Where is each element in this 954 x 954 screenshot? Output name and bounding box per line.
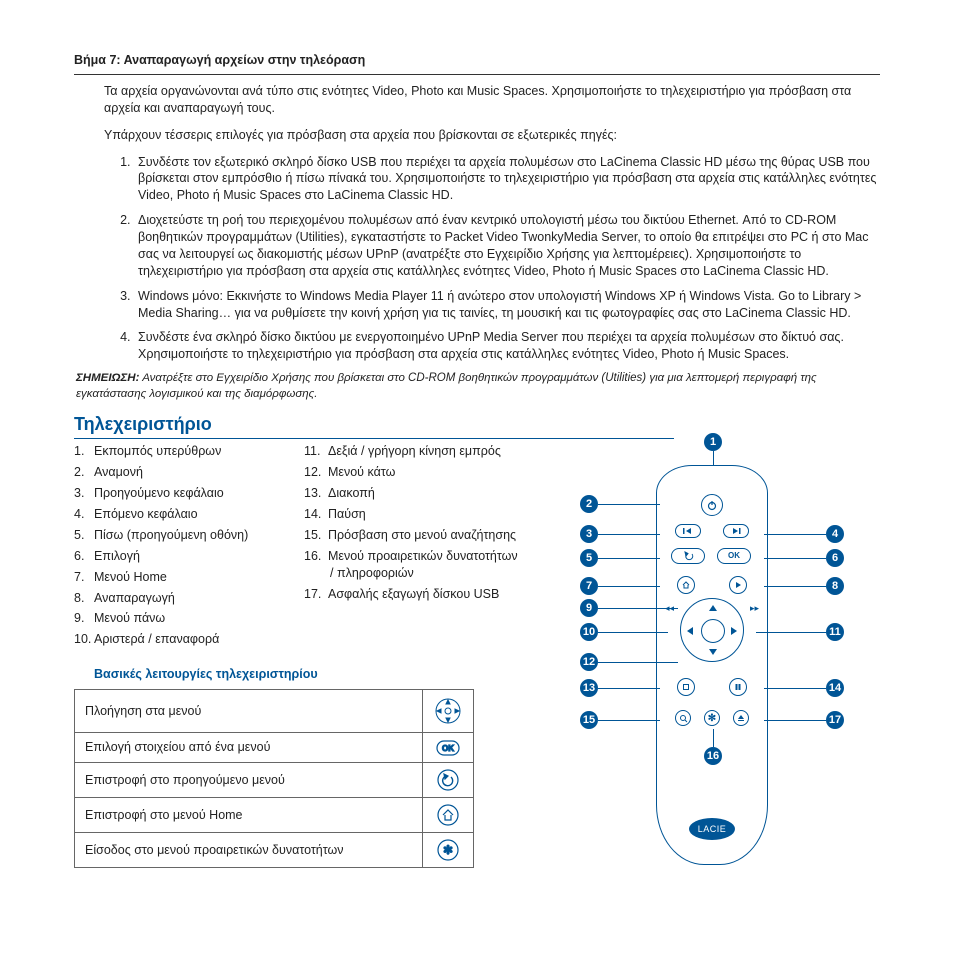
callout-8: 8 [764,577,844,595]
callout-5: 5 [580,549,660,567]
next-chapter-icon [723,524,749,538]
callout-9: 9 [580,599,678,617]
function-item: Ασφαλής εξαγωγή δίσκου USB [304,586,524,603]
callout-bubble: 1 [704,433,722,451]
callout-10: 10 [580,623,668,641]
note-text: Ανατρέξτε στο Εγχειρίδιο Χρήσης που βρίσ… [76,372,817,400]
option-item: Διοχετεύστε τη ροή του περιεχομένου πολυ… [134,212,880,280]
function-item: Μενού Home [74,569,274,586]
dpad-control [680,598,744,662]
option-item: Συνδέστε ένα σκληρό δίσκο δικτύου με ενε… [134,329,880,363]
callout-17: 17 [764,711,844,729]
function-item: Επιλογή [74,548,274,565]
function-item: Αριστερά / επαναφορά [74,631,274,648]
callout-13: 13 [580,679,660,697]
table-row: Επιλογή στοιχείου από ένα μενού OK [75,733,474,763]
callout-15: 15 [580,711,660,729]
home-button-icon [677,576,695,594]
prev-chapter-icon [675,524,701,538]
function-item: Πίσω (προηγούμενη οθόνη) [74,527,274,544]
callout-4: 4 [764,525,844,543]
gear-button-icon: ✻ [704,710,720,726]
remote-columns: Εκπομπός υπερύθρων Αναμονή Προηγούμενο κ… [74,443,880,873]
intro-paragraph: Τα αρχεία οργανώνονται ανά τύπο στις ενό… [104,83,880,117]
table-title: Βασικές λειτουργίες τηλεχειριστηρίου [94,666,524,683]
functions-list-col1: Εκπομπός υπερύθρων Αναμονή Προηγούμενο κ… [74,443,274,652]
functions-left-column: Εκπομπός υπερύθρων Αναμονή Προηγούμενο κ… [74,443,524,873]
function-item: Πρόσβαση στο μενού αναζήτησης [304,527,524,544]
callout-1: 1 [704,433,722,469]
callout-14: 14 [764,679,844,697]
table-cell-label: Επιλογή στοιχείου από ένα μενού [75,733,423,763]
table-row: Πλοήγηση στα μενού [75,690,474,733]
search-button-icon [675,710,691,726]
table-row: Επιστροφή στο προηγούμενο μενού [75,762,474,797]
stop-button-icon [677,678,695,696]
function-item: Μενού προαιρετικών δυνατοτήτων / πληροφο… [304,548,524,582]
table-cell-label: Επιστροφή στο προηγούμενο μενού [75,762,423,797]
function-item: Επόμενο κεφάλαιο [74,506,274,523]
remote-diagram: 1 OK [548,433,868,873]
note-paragraph: ΣΗΜΕΙΩΣΗ: Ανατρέξτε στο Εγχειρίδιο Χρήση… [76,371,880,402]
forward-icon: ▸▸ [750,602,759,614]
eject-button-icon [733,710,749,726]
play-button-icon [729,576,747,594]
function-item: Προηγούμενο κεφάλαιο [74,485,274,502]
callout-16: 16 [704,729,722,765]
lacie-logo: LACIE [689,818,735,840]
callout-12: 12 [580,653,678,671]
table-cell-label: Επιστροφή στο μενού Home [75,797,423,832]
ok-button-icon: OK [717,548,751,564]
table-cell-label: Είσοδος στο μενού προαιρετικών δυνατοτήτ… [75,832,423,867]
back-icon [423,762,474,797]
callout-6: 6 [764,549,844,567]
gear-icon: ✻ [423,832,474,867]
table-row: Επιστροφή στο μενού Home [75,797,474,832]
svg-text:OK: OK [442,744,454,753]
callout-2: 2 [580,495,660,513]
function-item: Δεξιά / γρήγορη κίνηση εμπρός [304,443,524,460]
back-button-icon [671,548,705,564]
callout-3: 3 [580,525,660,543]
table-row: Είσοδος στο μενού προαιρετικών δυνατοτήτ… [75,832,474,867]
functions-list-col2: Δεξιά / γρήγορη κίνηση εμπρός Μενού κάτω… [304,443,524,652]
remote-ops-table: Πλοήγηση στα μενού Επιλογή στοιχείου από… [74,689,474,868]
step-heading: Βήμα 7: Αναπαραγωγή αρχείων στην τηλεόρα… [74,52,880,75]
callout-11: 11 [756,623,844,641]
power-icon [701,494,723,516]
function-item: Διακοπή [304,485,524,502]
function-item: Μενού κάτω [304,464,524,481]
home-icon [423,797,474,832]
table-cell-label: Πλοήγηση στα μενού [75,690,423,733]
svg-text:✻: ✻ [443,843,453,857]
dpad-icon [423,690,474,733]
function-item: Αναπαραγωγή [74,590,274,607]
options-intro: Υπάρχουν τέσσερις επιλογές για πρόσβαση … [104,127,880,144]
note-label: ΣΗΜΕΙΩΣΗ: [76,372,139,384]
options-list: Συνδέστε τον εξωτερικό σκληρό δίσκο USB … [134,154,880,364]
callout-7: 7 [580,577,660,595]
ok-icon: OK [423,733,474,763]
function-item: Αναμονή [74,464,274,481]
pause-button-icon [729,678,747,696]
function-item: Μενού πάνω [74,610,274,627]
function-item: Παύση [304,506,524,523]
function-item: Εκπομπός υπερύθρων [74,443,274,460]
option-item: Windows μόνο: Εκκινήστε το Windows Media… [134,288,880,322]
option-item: Συνδέστε τον εξωτερικό σκληρό δίσκο USB … [134,154,880,205]
